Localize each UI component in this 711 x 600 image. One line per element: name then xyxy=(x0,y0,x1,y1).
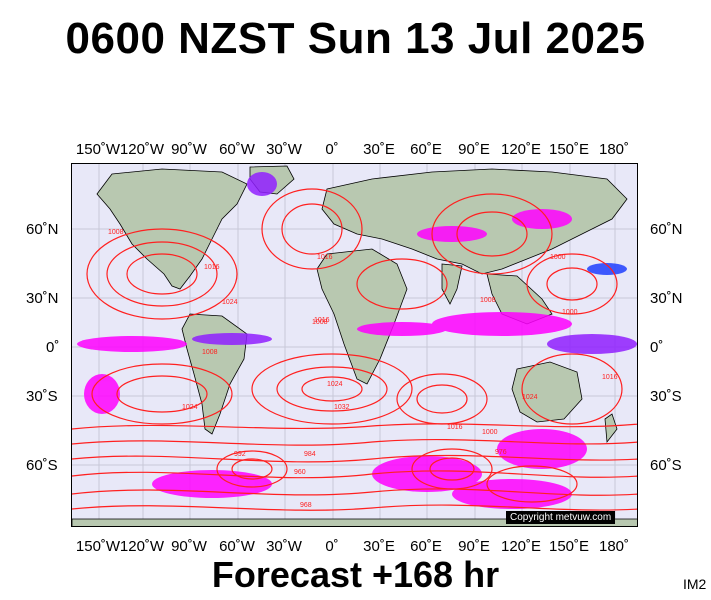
isobar-label: 1008 xyxy=(312,319,328,326)
lon-label: 60˚E xyxy=(410,141,442,158)
weather-map[interactable]: 1008 1016 1024 1016 1008 1008 1024 1032 … xyxy=(71,163,638,527)
lon-label: 30˚E xyxy=(363,538,395,555)
lon-label: 90˚W xyxy=(171,538,207,555)
isobar-label: 1016 xyxy=(204,264,220,271)
lon-label: 60˚W xyxy=(219,141,255,158)
isobar-labels: 1008 1016 1024 1016 1008 1008 1024 1032 … xyxy=(108,229,618,509)
map-title: 0600 NZST Sun 13 Jul 2025 xyxy=(65,14,646,63)
lon-label: 90˚E xyxy=(458,538,490,555)
lon-label: 150˚E xyxy=(548,141,590,158)
isobar-label: 992 xyxy=(234,451,246,458)
isobar-label: 1016 xyxy=(447,424,463,431)
isobar-label: 1024 xyxy=(327,381,343,388)
isobar-label: 1000 xyxy=(482,429,498,436)
lat-label: 30˚N xyxy=(26,290,59,307)
antarctica xyxy=(72,518,637,526)
lon-label: 0˚ xyxy=(325,141,339,158)
lat-label: 60˚N xyxy=(26,221,59,238)
lon-label: 120˚W xyxy=(119,538,165,555)
lat-label: 30˚N xyxy=(650,290,683,307)
lon-label: 120˚E xyxy=(500,538,542,555)
lon-label: 90˚E xyxy=(458,141,490,158)
lon-label: 180˚ xyxy=(598,538,630,555)
isobar-label: 976 xyxy=(495,449,507,456)
lat-label: 30˚S xyxy=(650,388,682,405)
isobar-label: 960 xyxy=(294,469,306,476)
lon-label: 30˚E xyxy=(363,141,395,158)
forecast-label: Forecast +168 hr xyxy=(211,554,500,595)
lon-label: 90˚W xyxy=(171,141,207,158)
isobar-label: 1008 xyxy=(108,229,124,236)
isobar-label: 1024 xyxy=(222,299,238,306)
image-id-label: IM2 xyxy=(683,576,707,592)
isobar-label: 968 xyxy=(300,502,312,509)
africa xyxy=(316,248,408,385)
isobar-label: 1016 xyxy=(602,374,618,381)
lat-label: 0˚ xyxy=(650,339,664,356)
lon-label: 0˚ xyxy=(325,538,339,555)
lon-label: 180˚ xyxy=(598,141,630,158)
lon-label: 60˚E xyxy=(410,538,442,555)
lon-label: 60˚W xyxy=(219,538,255,555)
lon-label: 150˚W xyxy=(75,141,121,158)
isobar-label: 984 xyxy=(304,451,316,458)
lon-label: 30˚W xyxy=(266,141,302,158)
isobar-label: 1000 xyxy=(562,309,578,316)
lon-label: 150˚E xyxy=(548,538,590,555)
isobar-label: 1016 xyxy=(314,317,330,324)
isobar-label: 1024 xyxy=(522,394,538,401)
lat-label: 60˚S xyxy=(26,457,58,474)
lon-label: 30˚W xyxy=(266,538,302,555)
isobars xyxy=(72,188,637,511)
isobar-label: 1016 xyxy=(317,254,333,261)
europe-asia xyxy=(321,168,628,275)
lat-label: 30˚S xyxy=(26,388,58,405)
isobar-label: 1008 xyxy=(202,349,218,356)
lat-label: 0˚ xyxy=(46,339,60,356)
new-zealand xyxy=(604,413,618,444)
isobar-label: 1008 xyxy=(480,297,496,304)
isobar-label: 1000 xyxy=(550,254,566,261)
isobar-label: 1032 xyxy=(334,404,350,411)
copyright-notice: Copyright metvuw.com xyxy=(506,511,616,524)
lon-label: 150˚W xyxy=(75,538,121,555)
lon-label: 120˚E xyxy=(500,141,542,158)
isobar-label: 1024 xyxy=(182,404,198,411)
lat-label: 60˚S xyxy=(650,457,682,474)
lat-label: 60˚N xyxy=(650,221,683,238)
lon-label: 120˚W xyxy=(119,141,165,158)
india xyxy=(441,263,463,305)
precipitation xyxy=(77,172,637,509)
weather-map-svg: 1008 1016 1024 1016 1008 1008 1024 1032 … xyxy=(72,164,637,526)
